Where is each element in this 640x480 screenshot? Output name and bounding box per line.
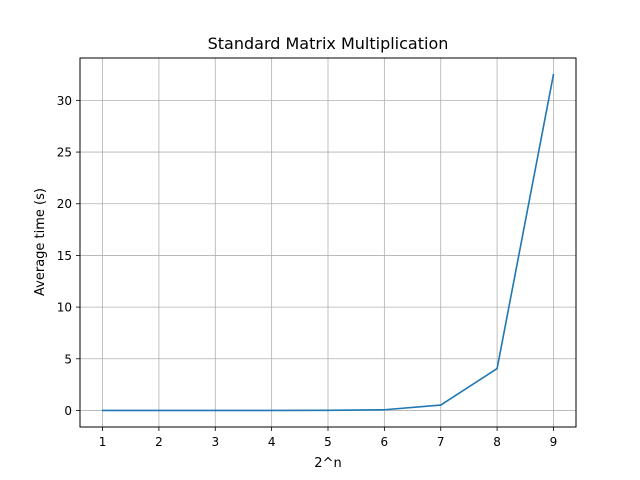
grid	[80, 58, 576, 427]
data-point	[101, 409, 104, 412]
x-tick-label: 7	[437, 435, 445, 449]
data-point	[270, 409, 273, 412]
data-point	[552, 73, 555, 76]
x-tick-label: 6	[381, 435, 389, 449]
x-axis-ticks: 1 2 3 4 5 6 7 8 9	[99, 427, 558, 449]
data-point	[214, 409, 217, 412]
y-tick-label: 30	[57, 94, 72, 108]
y-tick-label: 10	[57, 301, 72, 315]
y-tick-label: 5	[64, 352, 72, 366]
data-point	[496, 367, 498, 370]
y-tick-label: 20	[57, 197, 72, 211]
y-tick-label: 15	[57, 249, 72, 263]
y-axis-label: Average time (s)	[33, 188, 48, 296]
x-tick-label: 4	[268, 435, 276, 449]
y-tick-label: 0	[64, 404, 72, 418]
chart-title: Standard Matrix Multiplication	[208, 34, 449, 53]
y-axis-ticks: 0 5 10 15 20 25 30	[57, 94, 80, 418]
data-point	[439, 404, 442, 406]
x-tick-label: 8	[493, 435, 501, 449]
x-tick-label: 3	[211, 435, 219, 449]
x-tick-label: 1	[99, 435, 107, 449]
x-tick-label: 5	[324, 435, 332, 449]
series-layer	[101, 73, 555, 412]
data-point	[158, 409, 160, 412]
x-tick-label: 2	[155, 435, 163, 449]
x-axis-label: 2^n	[314, 456, 341, 471]
y-tick-label: 25	[57, 146, 72, 160]
data-point	[327, 409, 329, 412]
data-point	[383, 408, 386, 411]
x-tick-label: 9	[550, 435, 558, 449]
